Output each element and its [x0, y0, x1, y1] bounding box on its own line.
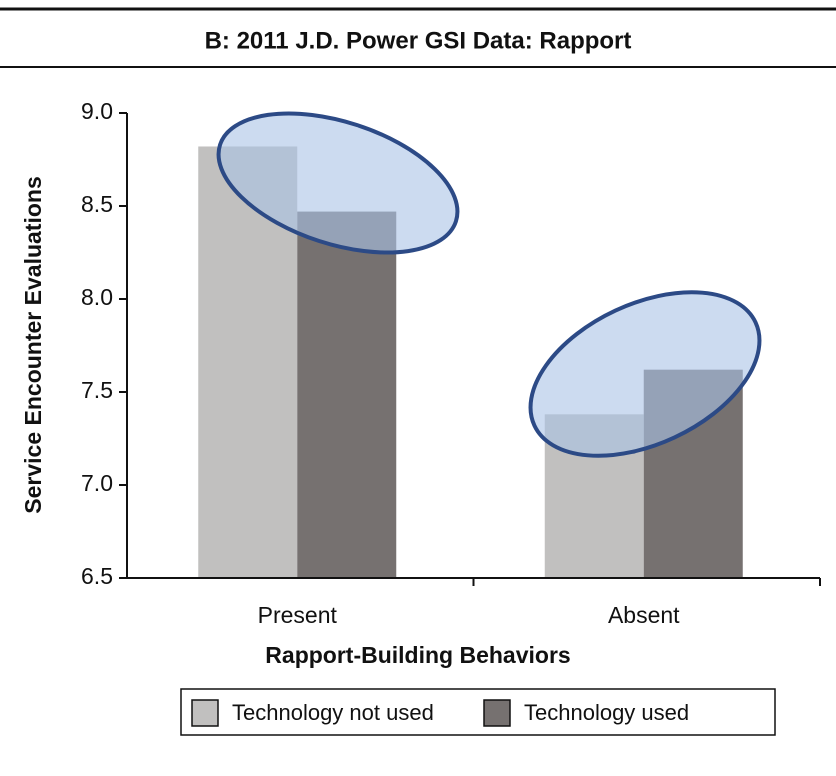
legend-swatch — [483, 699, 511, 727]
y-tick-label: 7.0 — [81, 470, 113, 496]
annotations — [216, 111, 762, 458]
x-axis-label: Rapport-Building Behaviors — [265, 642, 570, 668]
chart-title: B: 2011 J.D. Power GSI Data: Rapport — [205, 27, 632, 54]
x-tick-label: Present — [258, 602, 338, 628]
legend-label: Technology used — [524, 700, 689, 725]
y-tick-label: 9.0 — [81, 98, 113, 124]
y-tick-label: 7.5 — [81, 377, 113, 403]
highlight-ellipse — [528, 290, 762, 458]
x-tick-label: Absent — [608, 602, 680, 628]
y-tick-label: 8.0 — [81, 284, 113, 310]
legend-label: Technology not used — [232, 700, 434, 725]
legend-swatch — [191, 699, 219, 727]
y-axis-label: Service Encounter Evaluations — [20, 176, 46, 513]
bar — [297, 211, 397, 578]
y-tick-label: 6.5 — [81, 563, 113, 589]
y-tick-label: 8.5 — [81, 191, 113, 217]
highlight-ellipse — [216, 111, 460, 255]
legend: Technology not used Technology used — [191, 699, 689, 727]
legend-box — [180, 688, 776, 736]
